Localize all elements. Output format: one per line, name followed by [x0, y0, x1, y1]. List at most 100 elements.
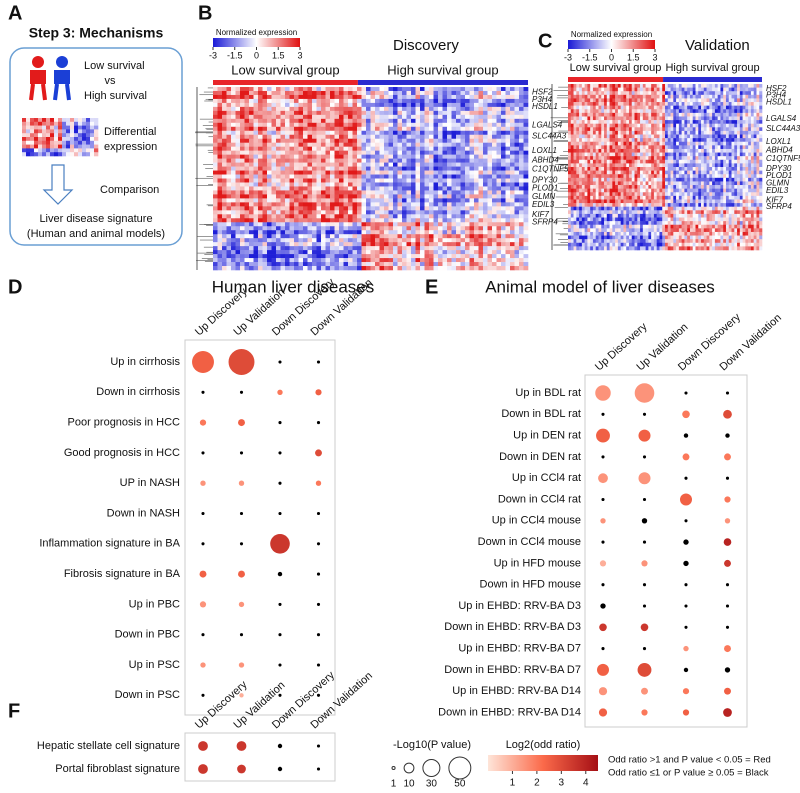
heatmap-texture — [570, 87, 574, 92]
heatmap-texture — [312, 110, 317, 116]
heatmap-texture — [478, 134, 484, 140]
heatmap-texture — [307, 210, 313, 215]
heatmap-texture — [74, 121, 79, 126]
heatmap-texture — [298, 222, 304, 227]
heatmap-texture — [424, 118, 430, 124]
heatmap-texture — [366, 250, 371, 255]
heatmap-texture — [316, 218, 322, 223]
heatmap-texture — [249, 166, 254, 171]
heatmap-texture — [366, 90, 371, 96]
heatmap-texture — [706, 116, 710, 121]
heatmap-texture — [276, 150, 281, 155]
heatmap-texture — [253, 222, 259, 227]
heatmap-texture — [375, 126, 380, 132]
heatmap-texture — [745, 102, 749, 106]
heatmap-texture — [226, 94, 232, 100]
heatmap-texture — [262, 218, 268, 223]
heatmap-texture — [262, 166, 268, 171]
heatmap-texture — [411, 258, 416, 263]
heatmap-texture — [756, 156, 760, 161]
heatmap-texture — [519, 166, 524, 171]
heatmap-texture — [723, 109, 727, 114]
heatmap-texture — [640, 94, 644, 99]
heatmap-texture — [276, 230, 281, 235]
heatmap-texture — [634, 156, 638, 161]
heatmap-texture — [737, 84, 741, 88]
heatmap-texture — [617, 123, 621, 128]
heatmap-texture — [339, 146, 344, 151]
heatmap-texture — [312, 222, 317, 227]
heatmap-texture — [240, 214, 245, 219]
heatmap-texture — [420, 126, 425, 132]
heatmap-texture — [294, 146, 299, 151]
heatmap-texture — [483, 254, 488, 259]
heatmap-texture — [698, 105, 702, 110]
heatmap-texture — [240, 254, 245, 259]
heatmap-texture — [442, 198, 448, 203]
heatmap-texture — [420, 198, 425, 203]
heatmap-texture — [298, 178, 304, 183]
heatmap-texture — [402, 102, 407, 108]
heatmap-texture — [645, 148, 649, 153]
heatmap-texture — [321, 166, 326, 171]
heatmap-texture — [648, 130, 652, 135]
heatmap-texture — [689, 145, 694, 150]
heatmap-texture — [648, 123, 652, 128]
heatmap-texture — [634, 109, 638, 114]
heatmap-texture — [631, 120, 635, 124]
heatmap-texture — [695, 141, 699, 146]
heatmap-texture — [753, 123, 757, 128]
heatmap-texture — [469, 174, 475, 179]
heatmap-texture — [375, 146, 380, 151]
heatmap-texture — [510, 190, 515, 195]
heatmap-texture — [262, 174, 268, 179]
heatmap-texture — [684, 120, 688, 124]
heatmap-texture — [573, 91, 577, 96]
heatmap-texture — [510, 110, 515, 116]
heatmap-texture — [487, 222, 493, 227]
heatmap-texture — [370, 90, 376, 96]
heatmap-texture — [357, 114, 362, 120]
heatmap-texture — [750, 94, 754, 99]
heatmap-texture — [217, 238, 223, 243]
heatmap-texture — [222, 186, 227, 191]
heatmap-texture — [579, 148, 583, 153]
heatmap-texture — [42, 125, 47, 130]
heatmap-texture — [397, 262, 403, 267]
heatmap-texture — [523, 242, 529, 247]
heatmap-texture — [267, 266, 272, 271]
heatmap-texture — [86, 144, 91, 149]
heatmap-texture — [307, 242, 313, 247]
heatmap-texture — [676, 94, 680, 99]
heatmap-texture — [289, 238, 295, 243]
heatmap-texture — [581, 148, 585, 153]
heatmap-texture — [438, 206, 443, 211]
heatmap-texture — [433, 114, 439, 120]
heatmap-texture — [244, 146, 250, 151]
heatmap-texture — [492, 194, 497, 199]
heatmap-texture — [438, 250, 443, 255]
heatmap-texture — [587, 102, 591, 106]
heatmap-texture — [570, 159, 574, 164]
heatmap-texture — [587, 91, 591, 96]
heatmap-texture — [307, 214, 313, 219]
heatmap-texture — [456, 222, 461, 227]
heatmap-texture — [294, 242, 299, 247]
heatmap-texture — [406, 242, 412, 247]
heatmap-texture — [352, 154, 358, 159]
heatmap-texture — [330, 102, 335, 108]
heatmap-texture — [465, 242, 470, 247]
heatmap-texture — [478, 106, 484, 112]
heatmap-texture — [695, 130, 699, 135]
heatmap-texture — [411, 250, 416, 255]
heatmap-texture — [487, 150, 493, 155]
heatmap-texture — [226, 126, 232, 132]
heatmap-texture — [442, 234, 448, 239]
heatmap-texture — [626, 145, 630, 150]
heatmap-texture — [271, 238, 277, 243]
heatmap-texture — [510, 138, 515, 143]
heatmap-texture — [231, 174, 236, 179]
heatmap-texture — [253, 130, 259, 136]
heatmap-texture — [267, 122, 272, 128]
heatmap-texture — [357, 266, 362, 271]
